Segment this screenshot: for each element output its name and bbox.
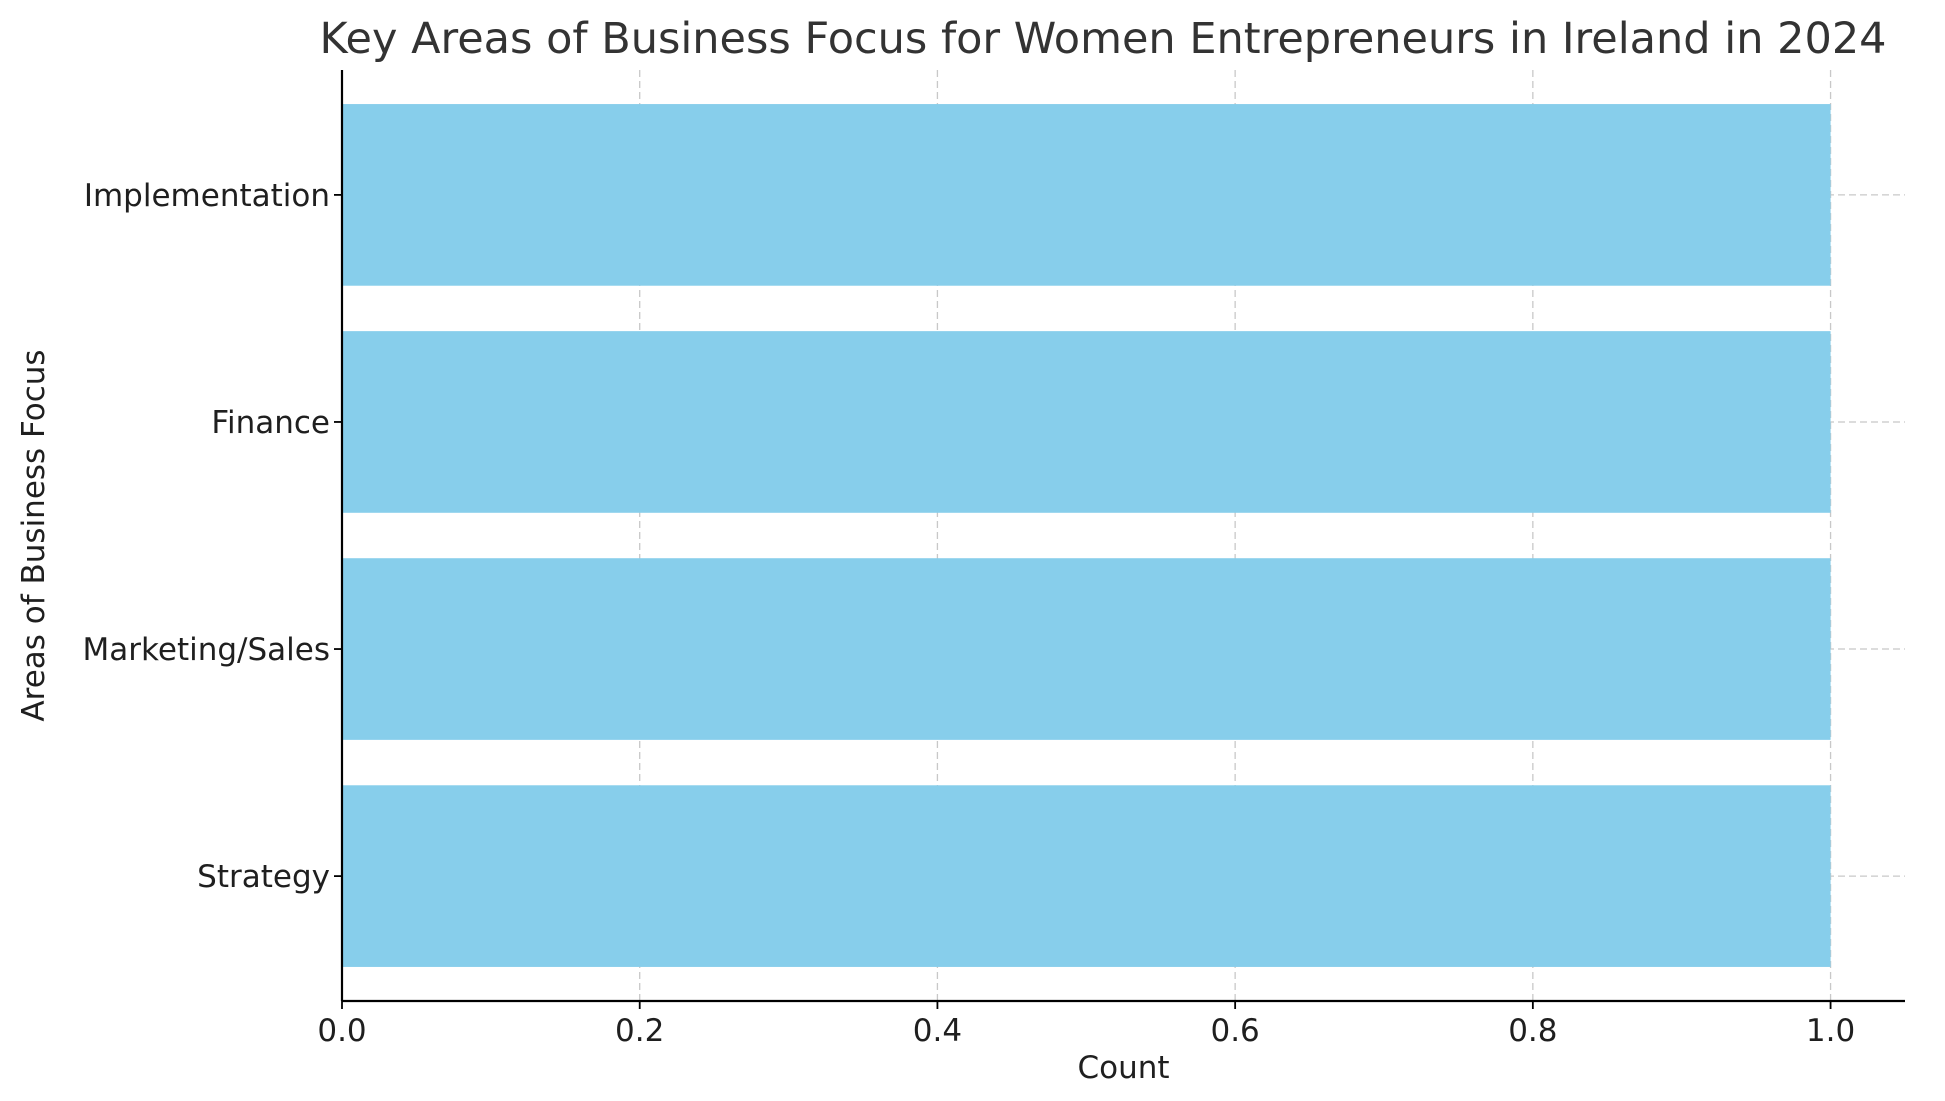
chart-title: Key Areas of Business Focus for Women En… xyxy=(319,14,1886,64)
bar-strategy xyxy=(342,785,1831,967)
bars xyxy=(342,104,1831,967)
bar-marketing-sales xyxy=(342,558,1831,740)
x-tick-label: 0.0 xyxy=(317,1013,366,1049)
bar-implementation xyxy=(342,104,1831,286)
x-tick-label: 0.6 xyxy=(1210,1013,1259,1049)
x-tick-label: 0.8 xyxy=(1508,1013,1557,1049)
axes xyxy=(340,70,1905,1003)
ticks: 0.0 0.2 0.4 0.6 0.8 1.0 Strategy Marketing/Sale… xyxy=(83,178,1856,1049)
x-tick-label: 0.2 xyxy=(615,1013,664,1049)
y-tick-label: Strategy xyxy=(197,859,330,895)
y-axis-label: Areas of Business Focus xyxy=(16,349,52,721)
x-tick-label: 1.0 xyxy=(1806,1013,1855,1049)
bar-finance xyxy=(342,331,1831,513)
y-tick-label: Finance xyxy=(211,405,330,441)
x-axis-label: Count xyxy=(1077,1050,1169,1086)
y-tick-label: Marketing/Sales xyxy=(83,632,330,668)
x-tick-label: 0.4 xyxy=(913,1013,962,1049)
y-tick-label: Implementation xyxy=(84,178,330,214)
